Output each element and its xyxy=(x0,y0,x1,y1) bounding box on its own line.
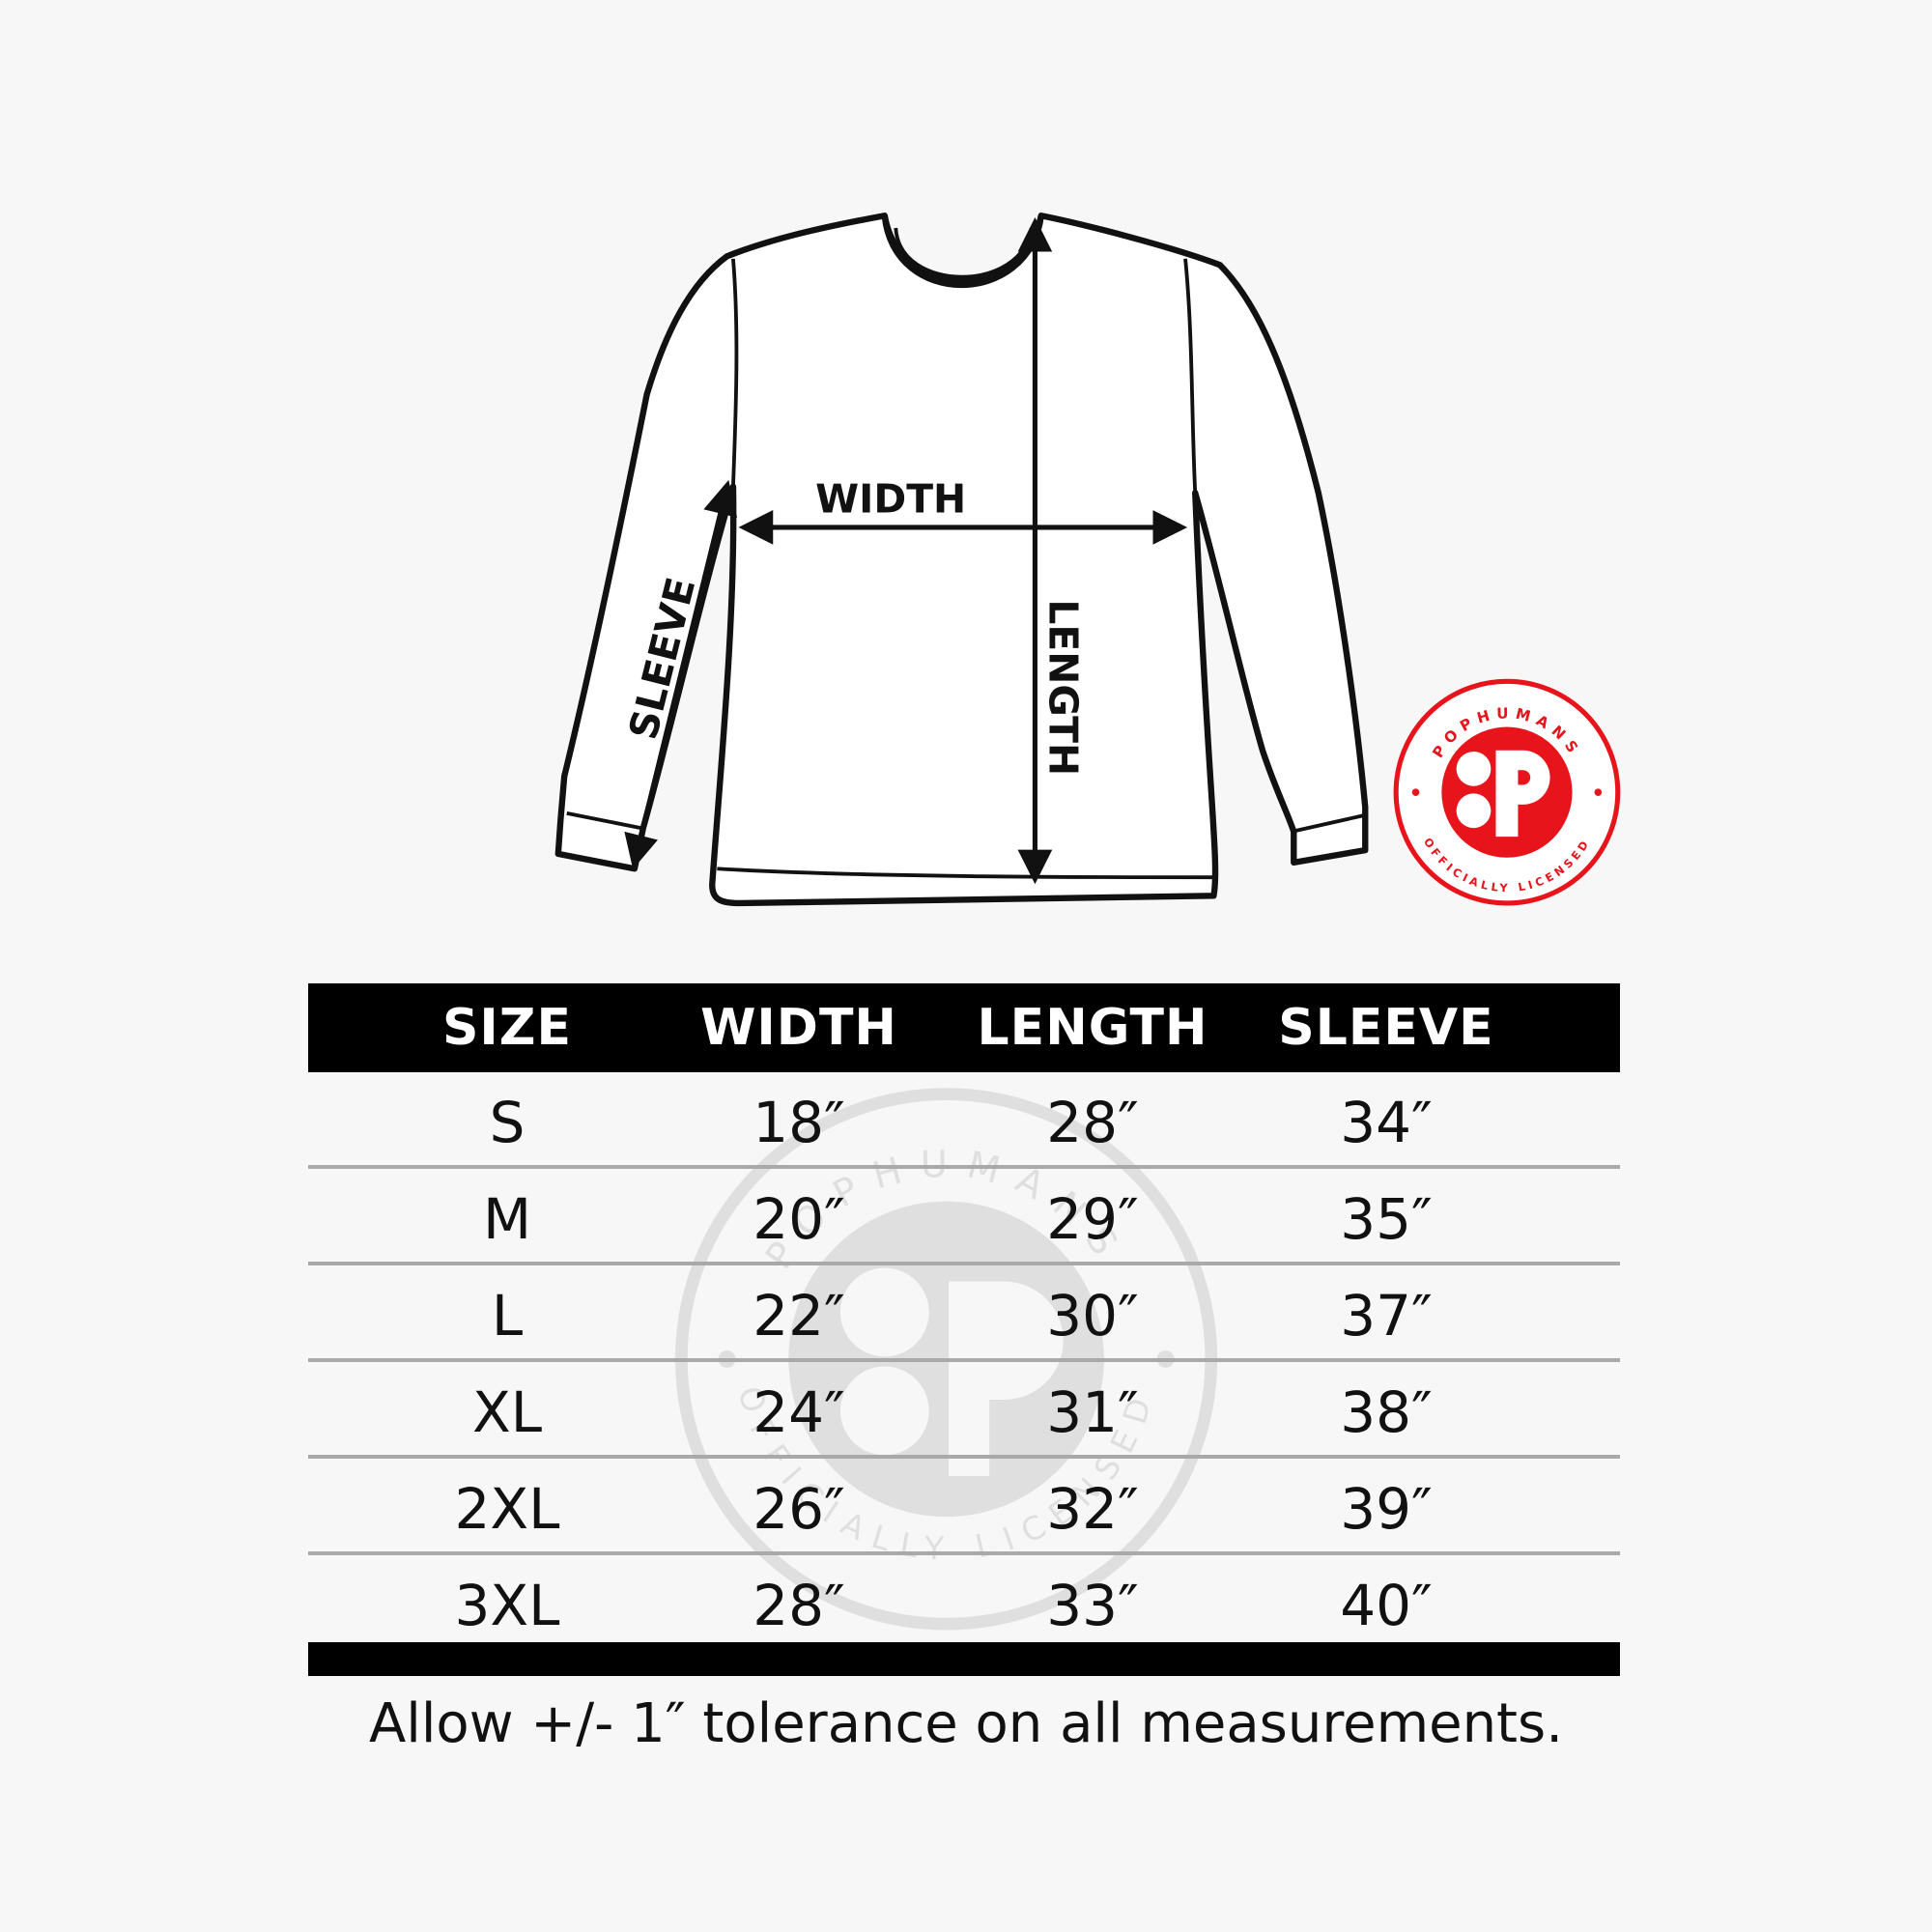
width-label: WIDTH xyxy=(815,476,966,523)
cell-width: 24″ xyxy=(753,1379,845,1445)
cell-length: 31″ xyxy=(1046,1379,1139,1445)
table-row: 2XL 26″ 32″ 39″ xyxy=(308,1459,1620,1555)
table-bottom-bar xyxy=(308,1642,1620,1676)
header-size: SIZE xyxy=(441,999,573,1057)
table-row: 3XL 28″ 33″ 40″ xyxy=(308,1555,1620,1648)
cell-width: 26″ xyxy=(753,1476,845,1542)
cell-length: 30″ xyxy=(1046,1283,1139,1349)
cell-size: M xyxy=(482,1186,532,1252)
cell-length: 28″ xyxy=(1046,1090,1139,1155)
cell-size: L xyxy=(491,1283,524,1349)
long-sleeve-shirt-outline xyxy=(554,213,1369,907)
header-width: WIDTH xyxy=(700,999,897,1057)
cell-sleeve: 39″ xyxy=(1340,1476,1433,1542)
cell-width: 22″ xyxy=(753,1283,845,1349)
cell-sleeve: 37″ xyxy=(1340,1283,1433,1349)
header-sleeve: SLEEVE xyxy=(1278,999,1494,1057)
cell-width: 28″ xyxy=(753,1573,845,1638)
cell-sleeve: 34″ xyxy=(1340,1090,1433,1155)
table-row: M 20″ 29″ 35″ xyxy=(308,1169,1620,1265)
table-row: L 22″ 30″ 37″ xyxy=(308,1265,1620,1362)
table-body: S 18″ 28″ 34″ M 20″ 29″ 35″ L 22″ 30″ 37″ XL 24″ 31″ 38… xyxy=(308,1072,1620,1648)
sleeve-arrow xyxy=(624,479,738,869)
cell-sleeve: 35″ xyxy=(1340,1186,1433,1252)
size-chart-table: SIZE WIDTH LENGTH SLEEVE S 18″ 28″ 34″ M 20″ 2… xyxy=(308,983,1620,1648)
cell-size: 2XL xyxy=(454,1476,560,1542)
tolerance-note: Allow +/- 1″ tolerance on all measuremen… xyxy=(369,1692,1563,1755)
table-header: SIZE WIDTH LENGTH SLEEVE xyxy=(308,983,1620,1072)
header-length: LENGTH xyxy=(977,999,1208,1057)
table-row: S 18″ 28″ 34″ xyxy=(308,1072,1620,1169)
length-label: LENGTH xyxy=(1040,599,1087,776)
pophumans-logo: POPHUMANS OFFICIALLY LICENSED xyxy=(1393,678,1621,906)
cell-length: 33″ xyxy=(1046,1573,1139,1638)
table-row: XL 24″ 31″ 38″ xyxy=(308,1362,1620,1459)
cell-width: 20″ xyxy=(753,1186,845,1252)
cell-sleeve: 38″ xyxy=(1340,1379,1433,1445)
cell-width: 18″ xyxy=(753,1090,845,1155)
cell-length: 29″ xyxy=(1046,1186,1139,1252)
cell-length: 32″ xyxy=(1046,1476,1139,1542)
cell-size: 3XL xyxy=(454,1573,560,1638)
cell-size: S xyxy=(489,1090,526,1155)
cell-sleeve: 40″ xyxy=(1340,1573,1433,1638)
cell-size: XL xyxy=(471,1379,543,1445)
